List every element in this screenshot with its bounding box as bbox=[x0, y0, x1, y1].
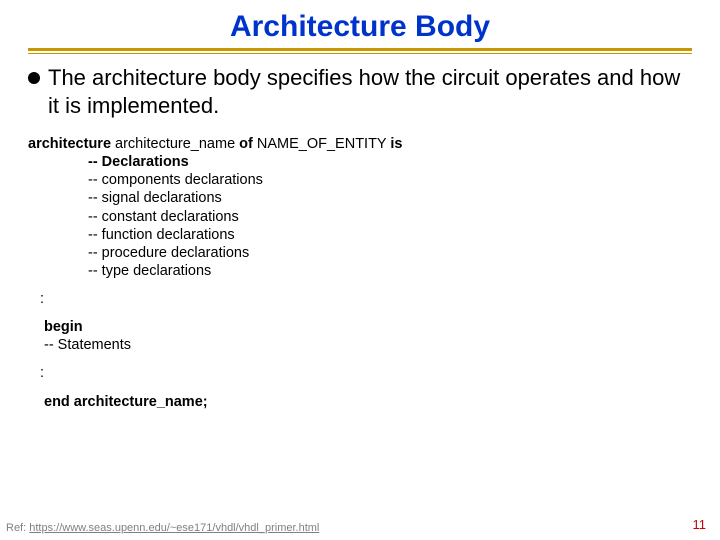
colon-2: : bbox=[28, 354, 692, 392]
arch-name: architecture_name bbox=[111, 136, 239, 152]
ref-label: Ref: bbox=[6, 522, 29, 534]
kw-is: is bbox=[390, 136, 402, 152]
bullet-icon bbox=[28, 72, 40, 84]
slide-title: Architecture Body bbox=[0, 0, 720, 48]
page-number: 11 bbox=[693, 517, 707, 532]
kw-begin: begin bbox=[28, 318, 692, 336]
colon-1: : bbox=[28, 280, 692, 318]
slide: Architecture Body The architecture body … bbox=[0, 0, 720, 540]
decl-line: -- constant declarations bbox=[28, 208, 692, 226]
stmts-line: -- Statements bbox=[28, 336, 692, 354]
title-rule-thick bbox=[28, 48, 692, 51]
kw-of: of bbox=[239, 136, 253, 152]
body: The architecture body specifies how the … bbox=[0, 54, 720, 119]
decl-line: -- type declarations bbox=[28, 262, 692, 280]
end-arch-name: architecture_name; bbox=[70, 394, 208, 410]
bullet-text: The architecture body specifies how the … bbox=[48, 64, 692, 119]
ref-link[interactable]: https://www.seas.upenn.edu/~ese171/vhdl/… bbox=[29, 522, 319, 534]
decl-line: -- components declarations bbox=[28, 171, 692, 189]
code-line-arch: architecture architecture_name of NAME_O… bbox=[28, 135, 692, 153]
bullet-row: The architecture body specifies how the … bbox=[28, 64, 692, 119]
code-line-end: end architecture_name; bbox=[28, 393, 692, 411]
kw-end: end bbox=[44, 394, 70, 410]
kw-architecture: architecture bbox=[28, 136, 111, 152]
code-block: architecture architecture_name of NAME_O… bbox=[0, 119, 720, 411]
reference-footer: Ref: https://www.seas.upenn.edu/~ese171/… bbox=[6, 522, 319, 534]
decl-line: -- function declarations bbox=[28, 226, 692, 244]
decl-line: -- signal declarations bbox=[28, 189, 692, 207]
decl-line: -- procedure declarations bbox=[28, 244, 692, 262]
decl-line: -- Declarations bbox=[28, 153, 692, 171]
entity-name: NAME_OF_ENTITY bbox=[253, 136, 391, 152]
